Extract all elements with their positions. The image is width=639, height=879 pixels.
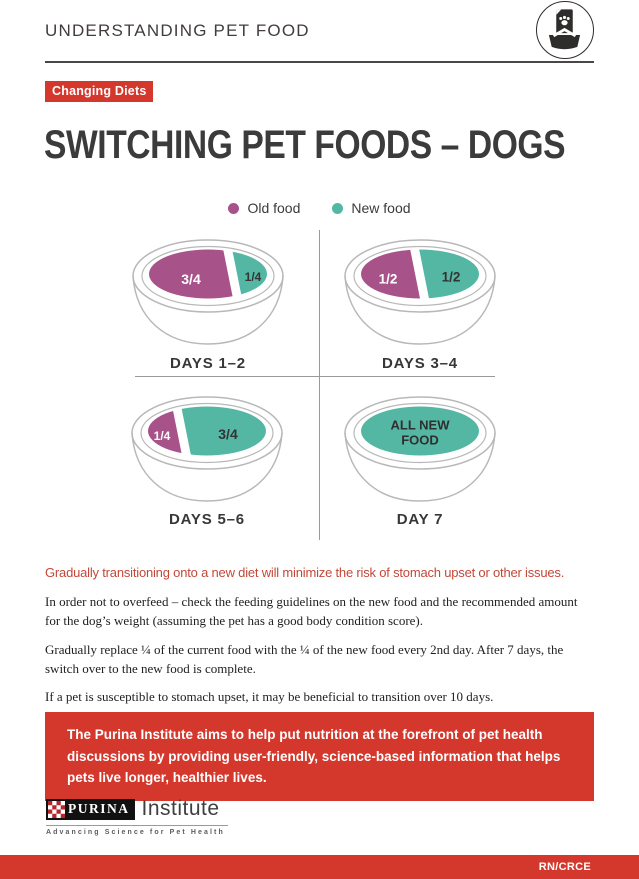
section-badge: Changing Diets — [45, 81, 154, 102]
fraction-new-3: 3/4 — [218, 426, 238, 442]
bowl-diagram-days-5-6: 1/4 3/4 — [131, 396, 283, 502]
fraction-old-3: 1/4 — [154, 429, 171, 443]
legend: Old food New food — [0, 200, 639, 216]
old-food-dot-icon — [228, 202, 240, 214]
legend-label-new: New food — [351, 200, 411, 216]
logo-divider — [46, 825, 228, 826]
day-label-2: DAYS 3–4 — [382, 355, 458, 372]
legend-item-new-food: New food — [332, 200, 411, 216]
all-new-food-line2: FOOD — [401, 433, 439, 448]
fraction-new-2: 1/2 — [442, 270, 461, 285]
header-title: UNDERSTANDING PET FOOD — [45, 21, 310, 40]
paragraph-1: In order not to overfeed – check the fee… — [45, 594, 578, 628]
pet-food-bag-bowl-icon — [536, 1, 594, 59]
lead-sentence: Gradually transitioning onto a new diet … — [45, 565, 565, 580]
all-new-food-line1: ALL NEW — [391, 418, 451, 433]
logo-tagline: Advancing Science for Pet Health — [46, 829, 225, 836]
purina-wordmark-box: PURINA — [46, 798, 135, 820]
day-label-1: DAYS 1–2 — [170, 355, 246, 372]
purina-wordmark: PURINA — [68, 801, 130, 816]
day-label-4: DAY 7 — [396, 511, 444, 528]
grid-horizontal-divider — [135, 376, 495, 377]
document-code: RN/CRCE — [538, 861, 591, 873]
bowl-diagram-day-7: ALL NEW FOOD — [344, 396, 496, 502]
new-food-dot-icon — [332, 202, 344, 214]
bowl-diagram-days-1-2: 3/4 1/4 — [132, 239, 284, 345]
purina-checkerboard-icon — [48, 800, 65, 818]
legend-item-old-food: Old food — [228, 200, 300, 216]
day-label-3: DAYS 5–6 — [169, 511, 245, 528]
paragraph-3: If a pet is susceptible to stomach upset… — [45, 689, 494, 705]
bottom-bar: RN/CRCE — [0, 855, 639, 879]
purina-institute-logo: PURINA Institute Advancing Science for P… — [46, 797, 228, 836]
paragraph-2: Gradually replace ¼ of the current food … — [45, 641, 564, 676]
bowl-diagram-days-3-4: 1/2 1/2 — [344, 239, 496, 345]
body-copy: In order not to overfeed – check the fee… — [45, 593, 594, 717]
legend-label-old: Old food — [247, 200, 301, 216]
fraction-old-1: 3/4 — [181, 271, 201, 287]
grid-vertical-divider — [319, 230, 320, 540]
institute-wordmark: Institute — [141, 797, 220, 820]
header-divider — [45, 61, 594, 63]
fraction-new-1: 1/4 — [245, 270, 262, 284]
purina-institute-callout: The Purina Institute aims to help put nu… — [45, 712, 594, 801]
page-title: SWITCHING PET FOODS – DOGS — [44, 123, 566, 167]
fraction-old-2: 1/2 — [379, 272, 398, 287]
